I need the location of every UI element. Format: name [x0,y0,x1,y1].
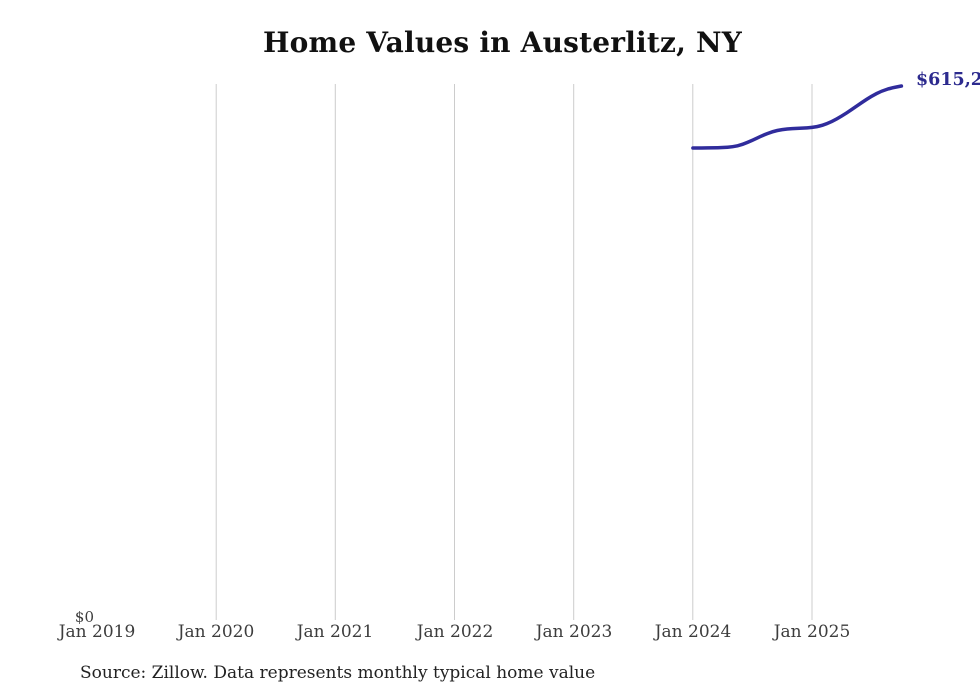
home-value-line-series [691,84,904,150]
x-tick-jan-2022: Jan 2022 [416,622,494,642]
x-tick-jan-2021: Jan 2021 [296,622,374,642]
chart-title: Home Values in Austerlitz, NY [262,26,742,59]
x-tick-jan-2024: Jan 2024 [654,622,732,642]
x-tick-jan-2025: Jan 2025 [773,622,851,642]
x-tick-jan-2023: Jan 2023 [535,622,613,642]
source-note: Source: Zillow. Data represents monthly … [80,663,596,683]
vertical-gridlines [215,84,813,620]
y-tick-zero: $0 [74,608,94,626]
x-tick-jan-2019: Jan 2019 [58,622,136,642]
latest-value-label: $615,25 [916,70,980,90]
x-tick-jan-2020: Jan 2020 [177,622,255,642]
